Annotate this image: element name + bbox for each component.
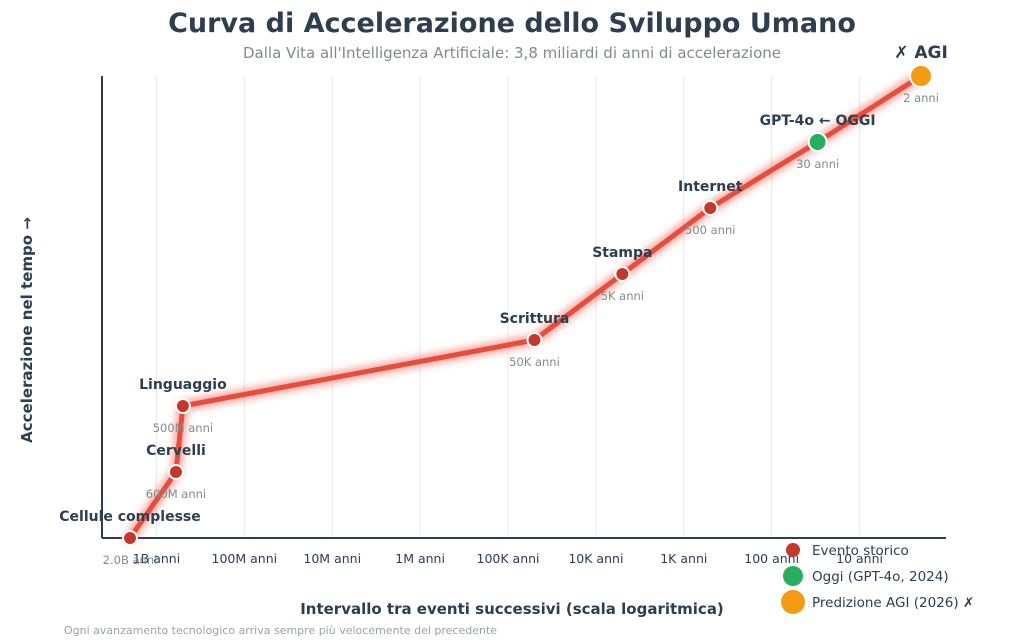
point-interval-label: 50K anni — [509, 355, 560, 369]
legend-marker-historic — [786, 543, 800, 557]
y-axis-label: Accelerazione nel tempo → — [18, 217, 36, 443]
x-tick-label: 1K anni — [660, 551, 707, 566]
data-point-historic — [174, 398, 191, 414]
data-point-historic — [167, 464, 184, 480]
x-tick-label: 10M anni — [303, 551, 361, 566]
data-point-today — [807, 132, 828, 152]
footnote: Ogni avanzamento tecnologico arriva semp… — [64, 624, 497, 637]
series-line — [124, 70, 927, 544]
point-label: Linguaggio — [139, 377, 227, 393]
point-labels: Cellule complesse 2.0B anni Cervelli 600M a… — [59, 43, 948, 567]
series-glow — [124, 70, 927, 544]
chart-title: Curva di Accelerazione dello Sviluppo Um… — [168, 8, 856, 39]
x-tick-label: 100M anni — [212, 551, 278, 566]
x-tick-label: 10 anni — [836, 551, 883, 566]
legend: Evento storico Oggi (GPT-4o, 2024) Predizi… — [781, 543, 974, 614]
point-label: Scrittura — [500, 311, 570, 327]
point-interval-label: 2 anni — [903, 91, 939, 105]
point-interval-label: 600M anni — [146, 487, 206, 501]
legend-label: Evento storico — [812, 543, 909, 559]
x-tick-label: 10K anni — [568, 551, 623, 566]
point-interval-label: 30 anni — [796, 157, 839, 171]
point-label: GPT-4o ← OGGI — [760, 113, 876, 129]
point-interval-label: 500M anni — [153, 421, 213, 435]
chart-subtitle: Dalla Vita all'Intelligenza Artificiale:… — [243, 44, 781, 62]
grid-lines — [155, 76, 861, 538]
legend-marker-today — [783, 566, 803, 586]
point-label: Cervelli — [146, 443, 206, 459]
point-label: Cellule complesse — [59, 509, 200, 525]
data-point-historic — [614, 266, 631, 282]
point-label: Internet — [678, 179, 743, 195]
x-tick-label: 100 anni — [744, 551, 799, 566]
x-tick-label: 1M anni — [395, 551, 445, 566]
point-label: ✗ AGI — [894, 43, 948, 63]
data-point-historic — [122, 530, 138, 546]
x-axis-label: Intervallo tra eventi successivi (scala … — [300, 600, 724, 618]
data-point-prediction — [909, 64, 933, 88]
point-label: Stampa — [592, 245, 652, 261]
legend-label: Oggi (GPT-4o, 2024) — [812, 569, 949, 585]
x-tick-label: 1B anni — [133, 551, 180, 566]
data-points — [122, 64, 933, 546]
point-interval-label: 5K anni — [601, 289, 644, 303]
x-tick-label: 100K anni — [477, 551, 540, 566]
data-point-historic — [526, 332, 543, 348]
legend-label: Predizione AGI (2026) ✗ — [812, 595, 974, 611]
series-line-path — [127, 73, 924, 541]
data-point-historic — [702, 200, 719, 216]
point-interval-label: 2.0B anni — [103, 553, 158, 567]
axes — [101, 76, 946, 539]
x-tick-labels: 1B anni 100M anni 10M anni 1M anni 100K anni… — [133, 551, 883, 566]
legend-marker-prediction — [781, 590, 805, 614]
point-interval-label: 500 anni — [685, 223, 735, 237]
